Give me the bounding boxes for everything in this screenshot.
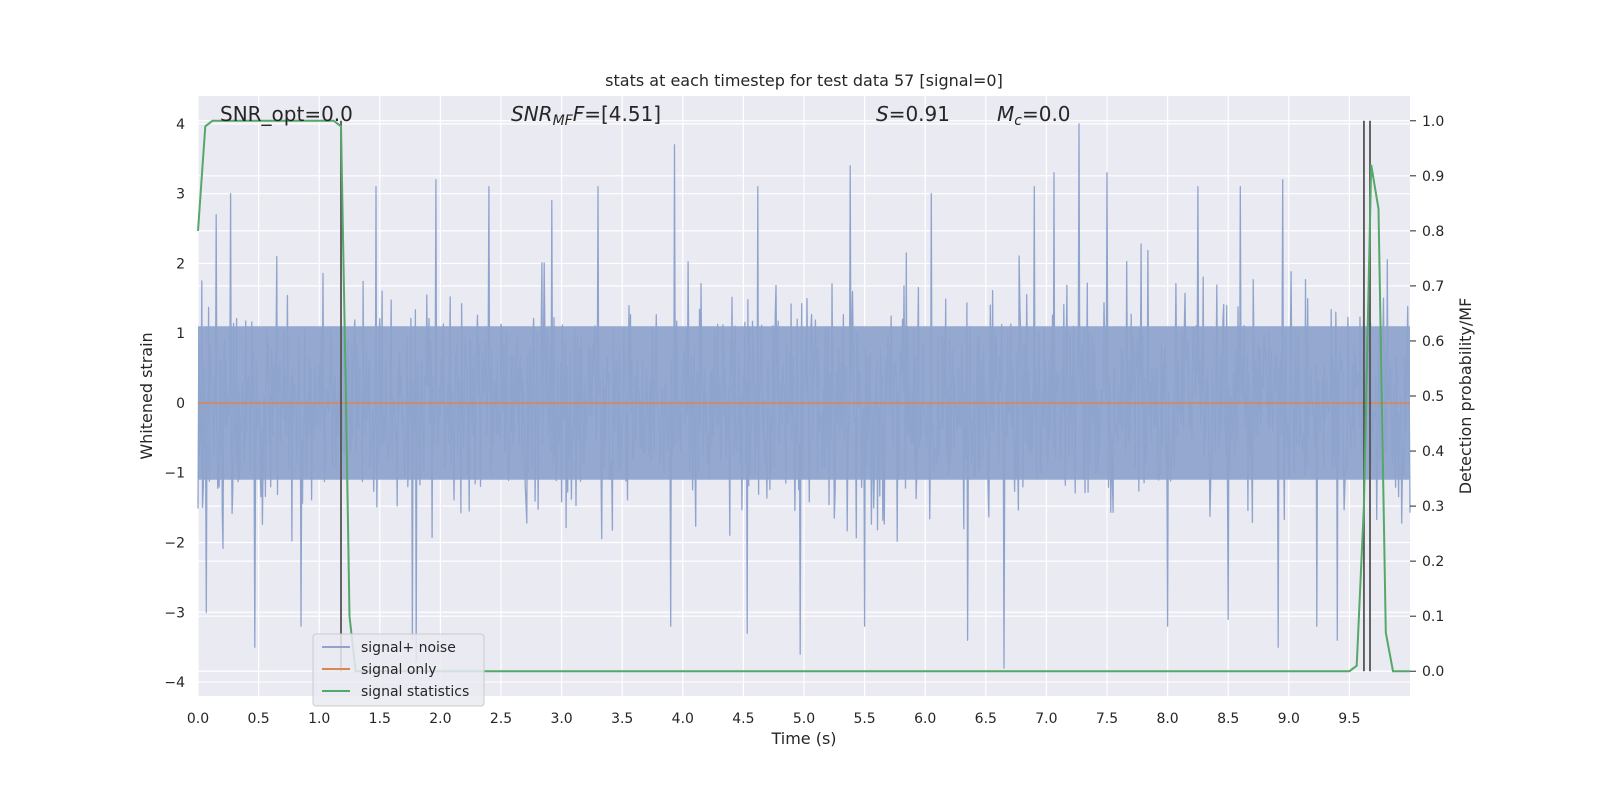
x-tick-label: 9.5 bbox=[1338, 711, 1360, 727]
y2-tick-label: 0.2 bbox=[1422, 554, 1444, 570]
x-tick-label: 5.0 bbox=[793, 711, 815, 727]
x-tick-label: 9.0 bbox=[1278, 711, 1300, 727]
y-tick-label: −3 bbox=[164, 605, 185, 621]
y-axis-label: Whitened strain bbox=[137, 332, 156, 459]
x-tick-label: 8.5 bbox=[1217, 711, 1239, 727]
x-tick-label: 6.5 bbox=[975, 711, 997, 727]
x-tick-label: 1.5 bbox=[369, 711, 391, 727]
annotation-snr-mf-value: =[4.51] bbox=[584, 102, 661, 126]
x-tick-label: 7.0 bbox=[1035, 711, 1057, 727]
x-tick-label: 7.5 bbox=[1096, 711, 1118, 727]
x-tick-label: 5.5 bbox=[853, 711, 875, 727]
x-tick-label: 0.5 bbox=[247, 711, 269, 727]
legend: signal+ noise signal only signal statist… bbox=[312, 633, 485, 707]
x-tick-label: 4.5 bbox=[732, 711, 754, 727]
annotation-s-name: S bbox=[876, 102, 889, 126]
legend-label-signal-noise: signal+ noise bbox=[361, 640, 456, 656]
y2-tick-label: 0.9 bbox=[1422, 169, 1444, 185]
y2-tick-label: 0.8 bbox=[1422, 224, 1444, 240]
annotation-mc-sub: c bbox=[1014, 113, 1022, 129]
y-tick-label: −1 bbox=[164, 466, 185, 482]
annotation-snr-mf: SNRMFF=[4.51] bbox=[511, 102, 661, 129]
chart-title: stats at each timestep for test data 57 … bbox=[605, 71, 1003, 90]
annotation-snr-opt: SNR_opt=0.0 bbox=[220, 102, 353, 126]
legend-label-signal-only: signal only bbox=[361, 662, 436, 678]
y2-tick-label: 0.5 bbox=[1422, 389, 1444, 405]
y-tick-label: 1 bbox=[176, 326, 185, 342]
x-tick-labels: 0.0 0.5 1.0 1.5 2.0 2.5 3.0 3.5 4.0 4.5 5.0 5.5 6.0 6… bbox=[187, 711, 1361, 727]
x-tick-label: 1.0 bbox=[308, 711, 330, 727]
y2-axis-label: Detection probability/MF bbox=[1456, 298, 1475, 495]
x-tick-label: 2.5 bbox=[490, 711, 512, 727]
legend-label-signal-statistics: signal statistics bbox=[361, 684, 469, 700]
x-axis-label: Time (s) bbox=[770, 729, 836, 748]
signal-statistics-line bbox=[197, 119, 1410, 673]
y2-tick-label: 0.4 bbox=[1422, 444, 1444, 460]
annotation-snr-mf-f: F bbox=[573, 102, 585, 126]
x-tick-label: 4.0 bbox=[672, 711, 694, 727]
y2-tick-labels: 0.0 0.1 0.2 0.3 0.4 0.5 0.6 0.7 0.8 0.9 1.0 bbox=[1410, 114, 1444, 680]
y2-tick-label: 0.6 bbox=[1422, 334, 1444, 350]
y-tick-label: −4 bbox=[164, 675, 185, 691]
legend-box bbox=[312, 633, 485, 707]
x-tick-label: 3.0 bbox=[550, 711, 572, 727]
y-tick-label: 2 bbox=[176, 256, 185, 272]
y2-tick-label: 1.0 bbox=[1422, 114, 1444, 130]
signal-statistics-series bbox=[197, 119, 1410, 673]
y-tick-label: −2 bbox=[164, 536, 185, 552]
annotation-s-value: =0.91 bbox=[889, 102, 950, 126]
x-tick-label: 8.0 bbox=[1156, 711, 1178, 727]
y2-tick-label: 0.3 bbox=[1422, 499, 1444, 515]
y-tick-label: 3 bbox=[176, 187, 185, 203]
y2-tick-label: 0.1 bbox=[1422, 609, 1444, 625]
annotation-mc-name: M bbox=[997, 102, 1014, 126]
annotation-mc: Mc=0.0 bbox=[997, 102, 1071, 129]
annotation-snr-mf-name: SNR bbox=[511, 102, 553, 126]
y2-tick-label: 0.0 bbox=[1422, 664, 1444, 680]
strain-line bbox=[197, 123, 1411, 669]
y-tick-label: 4 bbox=[176, 117, 185, 133]
annotation-snr-mf-sub: MF bbox=[553, 113, 574, 129]
annotation-mc-value: =0.0 bbox=[1022, 102, 1071, 126]
x-tick-label: 6.0 bbox=[914, 711, 936, 727]
x-tick-label: 3.5 bbox=[611, 711, 633, 727]
x-tick-label: 0.0 bbox=[187, 711, 209, 727]
y2-tick-label: 0.7 bbox=[1422, 279, 1444, 295]
y-tick-labels: −4 −3 −2 −1 0 1 2 3 4 bbox=[164, 117, 185, 691]
y-tick-label: 0 bbox=[176, 396, 185, 412]
x-tick-label: 2.0 bbox=[429, 711, 451, 727]
annotation-s: S=0.91 bbox=[876, 102, 950, 126]
